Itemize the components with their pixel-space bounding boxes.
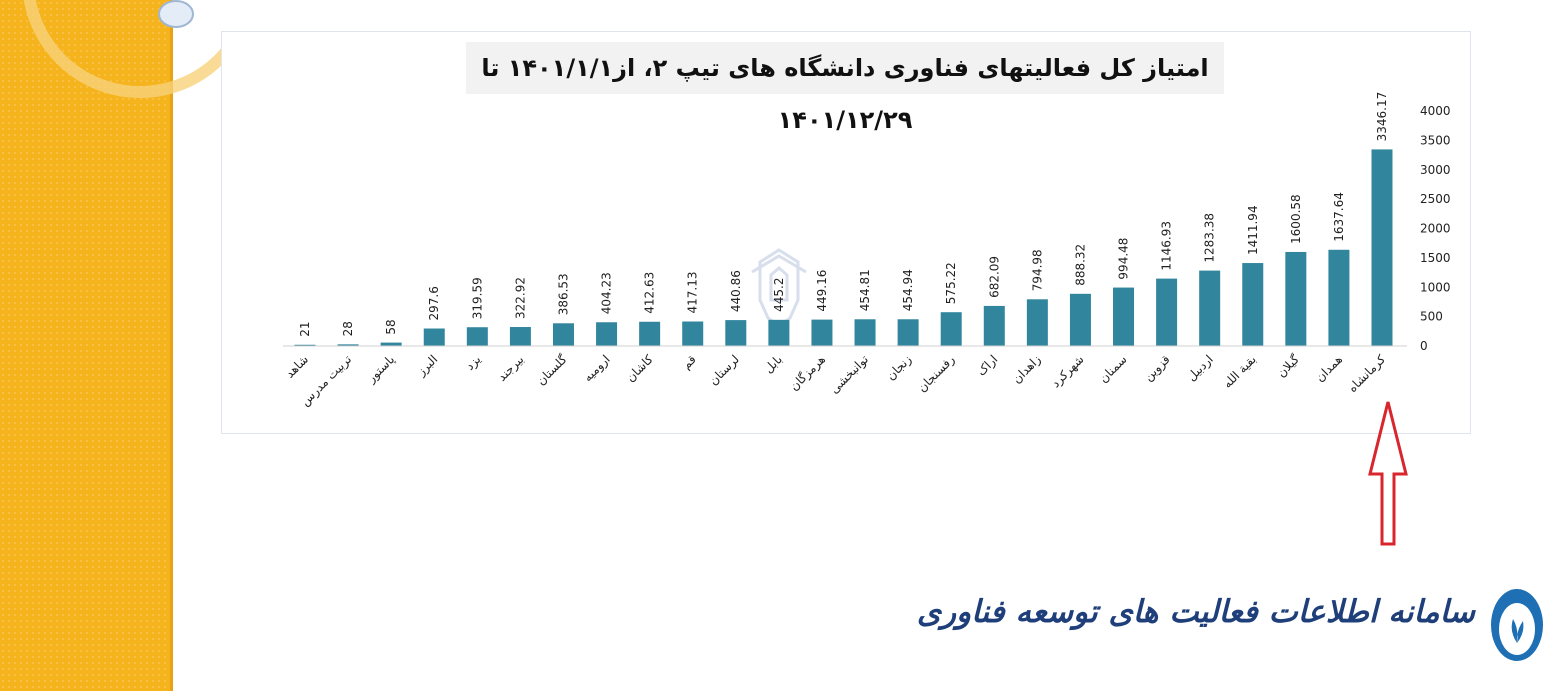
category-label-23: گیلان bbox=[1274, 352, 1302, 380]
bar-21 bbox=[1199, 270, 1221, 346]
value-label-12: 449.16 bbox=[815, 270, 829, 312]
category-label-7: ارومیه bbox=[581, 352, 614, 385]
bar-8 bbox=[639, 321, 661, 346]
bar-3 bbox=[423, 328, 445, 346]
category-label-6: گلستان bbox=[534, 352, 570, 388]
bar-0 bbox=[294, 344, 316, 346]
category-label-5: بیرجند bbox=[495, 352, 527, 384]
bar-14 bbox=[897, 319, 919, 346]
value-label-25: 3346.17 bbox=[1375, 92, 1389, 142]
bar-16 bbox=[983, 305, 1005, 346]
bar-1 bbox=[337, 344, 359, 346]
bar-9 bbox=[682, 321, 704, 346]
y-tick-label-8: 4000 bbox=[1420, 104, 1451, 118]
y-tick-label-0: 0 bbox=[1420, 339, 1428, 353]
bar-20 bbox=[1156, 278, 1178, 346]
value-label-19: 994.48 bbox=[1117, 238, 1131, 280]
chart-frame bbox=[221, 31, 1471, 434]
value-label-3: 297.6 bbox=[427, 286, 441, 320]
value-label-14: 454.94 bbox=[901, 269, 915, 311]
value-label-4: 319.59 bbox=[470, 277, 484, 319]
value-label-16: 682.09 bbox=[987, 256, 1001, 298]
category-label-21: اردبیل bbox=[1184, 352, 1216, 384]
category-label-11: بابل bbox=[761, 352, 785, 376]
bar-10 bbox=[725, 320, 747, 346]
footer-logo-text: سامانه اطلاعات فعالیت های توسعه فناوری bbox=[916, 594, 1475, 630]
value-label-1: 28 bbox=[341, 321, 355, 336]
value-label-21: 1283.38 bbox=[1203, 213, 1217, 263]
bar-13 bbox=[854, 319, 876, 346]
category-label-2: پاستور bbox=[364, 352, 398, 386]
value-label-9: 417.13 bbox=[686, 271, 700, 313]
category-label-18: شهرکرد bbox=[1048, 352, 1087, 391]
bar-22 bbox=[1242, 263, 1264, 346]
value-label-23: 1600.58 bbox=[1289, 194, 1303, 244]
y-tick-label-5: 2500 bbox=[1420, 192, 1451, 206]
decorative-side-band bbox=[0, 0, 172, 691]
value-label-5: 322.92 bbox=[513, 277, 527, 319]
value-label-7: 404.23 bbox=[600, 272, 614, 314]
bar-15 bbox=[940, 312, 962, 346]
decorative-arc bbox=[23, 0, 230, 98]
bar-18 bbox=[1069, 293, 1091, 346]
bar-5 bbox=[509, 327, 531, 346]
value-label-20: 1146.93 bbox=[1160, 221, 1174, 271]
bar-11 bbox=[768, 319, 790, 346]
category-label-16: اراک bbox=[974, 352, 1001, 379]
category-label-3: البرز bbox=[413, 352, 441, 380]
chart-title: امتیاز کل فعالیتهای فناوری دانشگاه های ت… bbox=[466, 42, 1224, 134]
value-label-24: 1637.64 bbox=[1332, 192, 1346, 242]
bar-24 bbox=[1328, 249, 1350, 346]
category-label-8: کاشان bbox=[623, 352, 656, 385]
bar-19 bbox=[1113, 287, 1135, 346]
category-label-22: بقیة الله bbox=[1220, 352, 1259, 391]
value-label-18: 888.32 bbox=[1073, 244, 1087, 286]
category-label-24: همدان bbox=[1313, 352, 1345, 384]
bar-4 bbox=[466, 327, 488, 346]
bar-25 bbox=[1371, 149, 1393, 346]
category-label-9: قم bbox=[679, 352, 699, 372]
category-label-0: شاهد bbox=[283, 352, 312, 381]
category-label-4: یزد bbox=[463, 352, 484, 373]
y-tick-label-6: 3000 bbox=[1420, 163, 1451, 177]
category-label-25: کرمانشاه bbox=[1345, 352, 1389, 396]
y-tick-label-2: 1000 bbox=[1420, 280, 1451, 294]
y-tick-label-3: 1500 bbox=[1420, 251, 1451, 265]
bar-2 bbox=[380, 342, 402, 346]
bar-7 bbox=[596, 322, 618, 346]
bar-23 bbox=[1285, 251, 1307, 346]
value-label-11: 445.2 bbox=[772, 277, 786, 311]
bar-17 bbox=[1026, 299, 1048, 346]
side-band-edge bbox=[170, 0, 173, 691]
y-tick-label-1: 500 bbox=[1420, 310, 1443, 324]
red-arrow-annotation bbox=[1368, 401, 1408, 546]
value-label-13: 454.81 bbox=[858, 269, 872, 311]
value-label-2: 58 bbox=[384, 319, 398, 334]
category-label-12: هرمزگان bbox=[787, 352, 829, 394]
bar-12 bbox=[811, 319, 833, 346]
bar-6 bbox=[552, 323, 574, 346]
category-label-14: زنجان bbox=[884, 352, 916, 384]
category-label-10: لرستان bbox=[706, 352, 742, 388]
category-label-13: توانبخشی bbox=[827, 352, 872, 397]
category-label-17: زاهدان bbox=[1010, 352, 1045, 387]
category-label-20: قزوین bbox=[1141, 352, 1173, 384]
y-tick-label-7: 3500 bbox=[1420, 133, 1451, 147]
value-label-22: 1411.94 bbox=[1246, 205, 1260, 255]
category-label-19: سمنان bbox=[1096, 352, 1129, 385]
value-label-17: 794.98 bbox=[1030, 249, 1044, 291]
y-tick-label-4: 2000 bbox=[1420, 222, 1451, 236]
value-label-15: 575.22 bbox=[944, 262, 958, 304]
value-label-6: 386.53 bbox=[556, 273, 570, 315]
category-label-15: رفسنجان bbox=[915, 352, 958, 395]
value-label-8: 412.63 bbox=[643, 272, 657, 314]
value-label-10: 440.86 bbox=[729, 270, 743, 312]
footer-emblem-icon bbox=[1491, 589, 1543, 661]
value-label-0: 21 bbox=[298, 321, 312, 336]
